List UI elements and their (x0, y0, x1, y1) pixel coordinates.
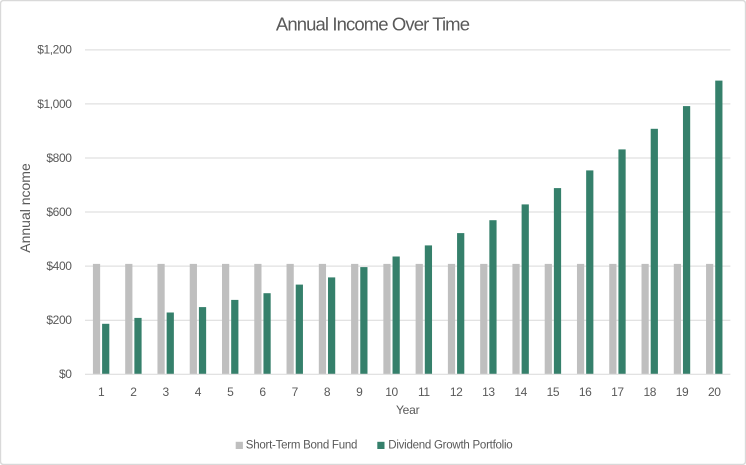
svg-text:$600: $600 (46, 205, 72, 219)
svg-text:Annual Income Over Time: Annual Income Over Time (276, 13, 470, 34)
svg-text:Short-Term Bond Fund: Short-Term Bond Fund (246, 439, 357, 451)
svg-text:13: 13 (482, 385, 495, 399)
svg-text:14: 14 (514, 385, 527, 399)
svg-text:6: 6 (259, 385, 266, 399)
svg-text:11: 11 (418, 385, 430, 399)
svg-text:19: 19 (676, 385, 689, 399)
svg-text:3: 3 (163, 385, 170, 399)
svg-text:8: 8 (324, 385, 331, 399)
svg-text:$0: $0 (59, 367, 72, 381)
svg-text:$200: $200 (46, 313, 72, 327)
svg-text:$400: $400 (46, 259, 72, 273)
svg-text:Dividend Growth Portfolio: Dividend Growth Portfolio (388, 439, 512, 451)
svg-text:15: 15 (547, 385, 560, 399)
svg-text:1: 1 (98, 385, 105, 399)
svg-text:Annual ncome: Annual ncome (17, 163, 33, 253)
svg-text:20: 20 (708, 385, 721, 399)
svg-text:Year: Year (396, 403, 420, 417)
svg-text:$1,200: $1,200 (37, 43, 72, 57)
svg-text:12: 12 (450, 385, 463, 399)
svg-text:10: 10 (385, 385, 398, 399)
svg-text:$1,000: $1,000 (37, 97, 72, 111)
svg-text:2: 2 (130, 385, 137, 399)
svg-text:7: 7 (292, 385, 299, 399)
svg-text:17: 17 (611, 385, 624, 399)
svg-text:9: 9 (356, 385, 363, 399)
svg-text:5: 5 (227, 385, 234, 399)
svg-text:4: 4 (195, 385, 202, 399)
svg-text:16: 16 (579, 385, 592, 399)
svg-text:$800: $800 (46, 151, 72, 165)
svg-text:18: 18 (643, 385, 656, 399)
